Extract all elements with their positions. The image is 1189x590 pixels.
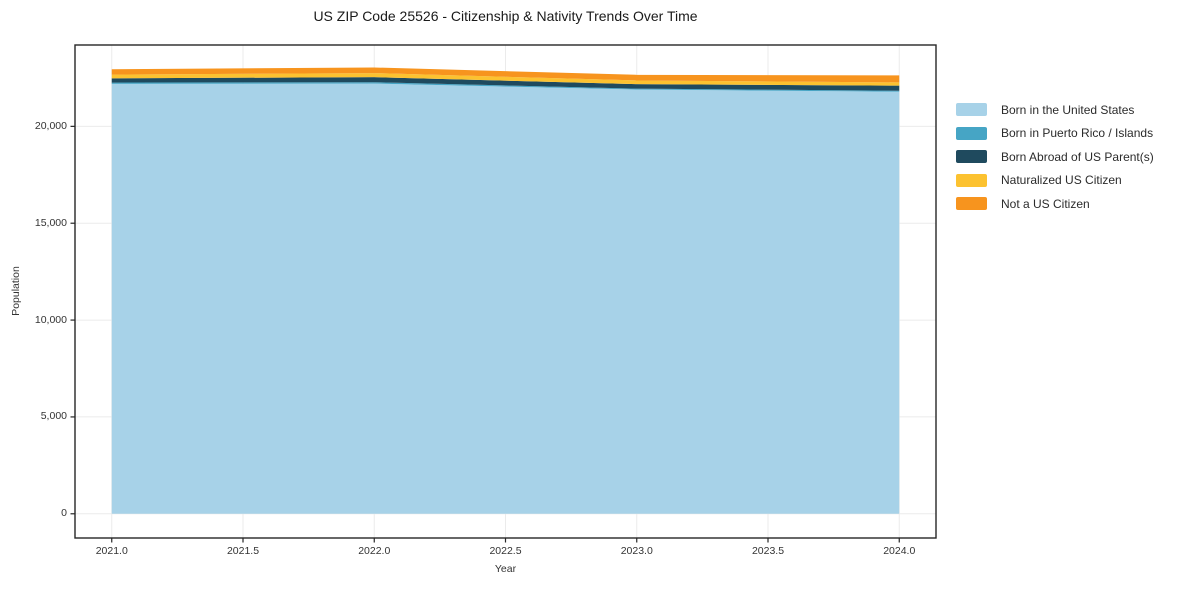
legend-item: Naturalized US Citizen (956, 173, 1154, 188)
area-series (111, 67, 900, 83)
legend-item: Born Abroad of US Parent(s) (956, 149, 1154, 164)
legend-swatch (956, 173, 987, 187)
x-tick-label: 2023.0 (620, 545, 653, 557)
area-series (111, 73, 900, 86)
legend-item: Born in Puerto Rico / Islands (956, 126, 1154, 141)
x-tick-label: 2022.0 (358, 545, 391, 557)
legend-label: Born Abroad of US Parent(s) (1001, 149, 1154, 164)
x-tick-label: 2021.0 (95, 545, 128, 557)
y-axis-title: Population (10, 266, 22, 316)
chart-title: US ZIP Code 25526 - Citizenship & Nativi… (313, 8, 698, 24)
y-tick-label: 5,000 (40, 410, 67, 423)
legend-swatch (956, 103, 987, 116)
x-tick-label: 2023.5 (751, 545, 785, 557)
y-tick-label: 10,000 (34, 313, 67, 326)
y-tick-label: 0 (61, 507, 67, 520)
area-series (111, 77, 900, 91)
legend-label: Born in the United States (1001, 102, 1135, 117)
y-tick-label: 15,000 (34, 216, 67, 229)
x-tick-label: 2021.5 (226, 545, 260, 557)
legend-label: Not a US Citizen (1001, 196, 1090, 211)
legend: Born in the United States Born in Puerto … (956, 102, 1154, 211)
x-tick-label: 2022.5 (489, 545, 522, 557)
legend-swatch (956, 150, 987, 163)
area-series (111, 82, 900, 92)
legend-item: Not a US Citizen (956, 196, 1154, 211)
legend-swatch (956, 197, 987, 210)
legend-item: Born in the United States (956, 102, 1154, 117)
x-axis-title: Year (494, 563, 517, 575)
area-series (111, 83, 900, 514)
legend-label: Born in Puerto Rico / Islands (1001, 126, 1154, 140)
legend-label: Naturalized US Citizen (1001, 173, 1122, 187)
legend-swatch (956, 126, 987, 140)
x-tick-label: 2024.0 (883, 545, 916, 557)
y-tick-label: 20,000 (34, 119, 67, 132)
